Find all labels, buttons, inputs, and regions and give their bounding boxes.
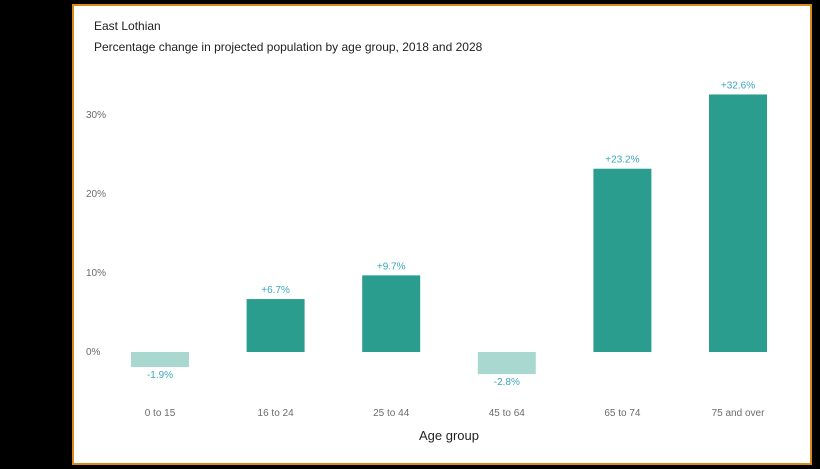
bars-group — [131, 94, 767, 375]
bar — [709, 94, 767, 353]
y-tick-label: 0% — [86, 347, 101, 358]
x-tick-label: 45 to 64 — [489, 408, 526, 419]
x-axis-ticks: 0 to 15 16 to 24 25 to 44 45 to 64 65 to 74 7… — [145, 408, 765, 419]
bar — [477, 352, 536, 375]
x-axis-title: Age group — [419, 428, 479, 443]
x-tick-label: 75 and over — [712, 408, 765, 419]
y-axis-ticks: 0% 10% 20% 30% — [86, 110, 106, 358]
chart-frame: East Lothian Percentage change in projec… — [72, 4, 812, 465]
x-tick-label: 65 to 74 — [604, 408, 641, 419]
bar-value-label: +6.7% — [261, 285, 290, 296]
chart-subtitle: Percentage change in projected populatio… — [94, 40, 483, 54]
x-tick-label: 25 to 44 — [373, 408, 410, 419]
bar-value-label: +23.2% — [605, 155, 639, 166]
bar — [362, 275, 421, 352]
y-tick-label: 20% — [86, 189, 106, 200]
x-tick-label: 0 to 15 — [145, 408, 176, 419]
value-labels-group: -1.9% +6.7% +9.7% -2.8% +23.2% +32.6% — [147, 80, 755, 388]
x-tick-label: 16 to 24 — [258, 408, 295, 419]
y-tick-label: 30% — [86, 110, 106, 121]
bar — [131, 352, 189, 368]
bar — [246, 299, 305, 352]
y-tick-label: 10% — [86, 268, 106, 279]
bar — [593, 168, 652, 352]
bar-value-label: +9.7% — [377, 261, 406, 272]
bar-value-label: -1.9% — [147, 370, 173, 381]
chart-title: East Lothian — [94, 19, 161, 33]
bar-chart: East Lothian Percentage change in projec… — [86, 19, 767, 443]
bar-value-label: +32.6% — [721, 80, 755, 91]
bar-value-label: -2.8% — [494, 377, 520, 388]
